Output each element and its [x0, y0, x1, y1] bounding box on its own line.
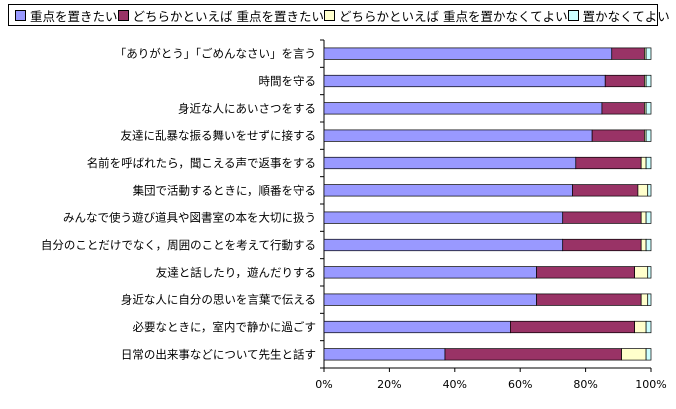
category-label: みんなで使う遊び道具や図書室の本を大切に扱う [63, 211, 316, 225]
bar-segment-series-2 [575, 156, 642, 170]
x-tick-label: 80% [573, 378, 597, 391]
bar-segment-series-1 [323, 266, 537, 279]
legend-label: 置かなくてよい [582, 8, 670, 24]
bar-segment-series-1 [323, 47, 613, 60]
legend-label: 重点を置きたい [30, 8, 118, 24]
legend-item-series-1: 重点を置きたい [15, 6, 118, 25]
x-tick-label: 0% [315, 378, 332, 391]
bar-segment-series-2 [591, 129, 645, 142]
bar-segment-series-2 [536, 293, 642, 306]
x-tick-label: 20% [377, 378, 401, 391]
bar-segment-series-1 [323, 348, 446, 361]
bar-segment-series-4 [645, 74, 652, 88]
category-label: 「ありがとう」「ごめんなさい」を言う [115, 47, 316, 61]
x-tick-label: 60% [508, 378, 532, 391]
bar-segment-series-4 [647, 184, 652, 197]
bar-segment-series-2 [536, 266, 635, 279]
bar-segment-series-4 [645, 238, 652, 252]
bar-segment-series-2 [562, 211, 642, 224]
legend-item-series-4: 置かなくてよい [567, 6, 670, 25]
bar-segment-series-4 [647, 266, 652, 279]
bar-segment-series-2 [604, 74, 645, 88]
legend-label: どちらかといえば 重点を置かなくてよい [339, 8, 568, 24]
legend-item-series-3: どちらかといえば 重点を置かなくてよい [324, 6, 568, 25]
bar-segment-series-4 [645, 320, 652, 334]
bar-segment-series-4 [645, 129, 652, 142]
bar-segment-series-4 [645, 211, 652, 224]
bar-segment-series-3 [640, 156, 647, 170]
bar-segment-series-2 [611, 47, 645, 60]
bar-segment-series-1 [323, 156, 577, 170]
legend-label: どちらかといえば 重点を置きたい [132, 8, 324, 24]
bar-segment-series-1 [323, 129, 593, 142]
legend-swatch [15, 9, 26, 21]
bar-segment-series-4 [645, 348, 652, 361]
bar-segment-series-3 [640, 293, 649, 306]
bar-segment-series-4 [645, 102, 652, 115]
bar-segment-series-2 [601, 102, 645, 115]
bar-segment-series-3 [640, 211, 647, 224]
bar-segment-series-2 [572, 184, 639, 197]
bar-segment-series-3 [637, 184, 649, 197]
category-label: 集団で活動するときに，順番を守る [133, 183, 316, 197]
bar-segment-series-4 [645, 156, 652, 170]
bar-segment-series-2 [562, 238, 642, 252]
bar-segment-series-3 [634, 266, 649, 279]
bar-segment-series-1 [323, 211, 564, 224]
x-tick-label: 40% [443, 378, 467, 391]
bar-segment-series-1 [323, 102, 603, 115]
chart-legend: 重点を置きたい どちらかといえば 重点を置きたい どちらかといえば 重点を置かなくて… [8, 4, 670, 26]
category-label: 必要なときに，室内で静かに過ごす [132, 320, 316, 334]
bar-segment-series-3 [621, 348, 647, 361]
legend-swatch [324, 9, 335, 21]
legend-item-series-2: どちらかといえば 重点を置きたい [117, 6, 324, 25]
category-label: 日常の出来事などについて先生と話す [121, 347, 316, 361]
category-label: 名前を呼ばれたら，聞こえる声で返事をする [87, 156, 316, 170]
legend-swatch [567, 9, 579, 21]
bar-segment-series-4 [645, 47, 652, 60]
legend-swatch [117, 9, 129, 21]
category-label: 友達に乱暴な振る舞いをせずに接する [121, 129, 317, 143]
bar-segment-series-1 [323, 238, 564, 252]
category-label: 身近な人にあいさつをする [178, 101, 316, 115]
bar-segment-series-3 [640, 238, 647, 252]
bar-segment-series-1 [323, 184, 573, 197]
bar-segment-series-3 [634, 320, 647, 334]
bar-segment-series-2 [444, 348, 622, 361]
bar-segment-series-1 [323, 293, 537, 306]
bar-segment-series-1 [323, 320, 511, 334]
category-label: 身近な人に自分の思いを言葉で伝える [121, 293, 316, 307]
category-label: 友達と話したり，遊んだりする [156, 265, 316, 279]
category-label: 時間を守る [259, 74, 317, 88]
bar-segment-series-1 [323, 74, 606, 88]
bar-segment-series-2 [510, 320, 636, 334]
bar-segment-series-4 [647, 293, 652, 306]
x-tick-label: 100% [635, 378, 666, 391]
category-label: 自分のことだけでなく，周囲のことを考えて行動する [41, 238, 316, 252]
